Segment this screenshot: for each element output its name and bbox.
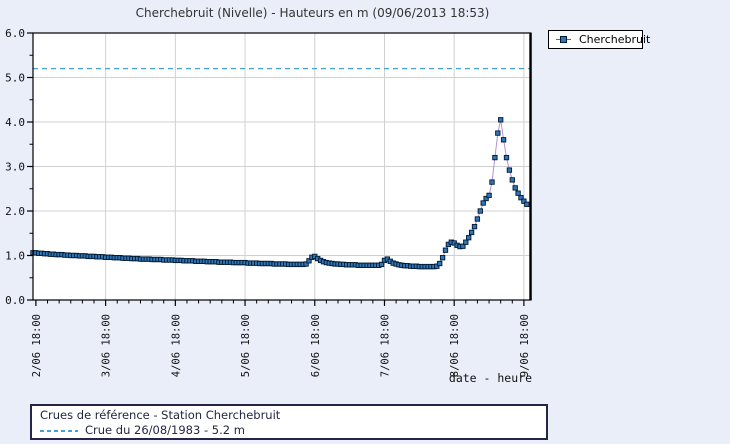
svg-text:5/06 18:00: 5/06 18:00 bbox=[240, 314, 252, 377]
svg-text:2/06 18:00: 2/06 18:00 bbox=[31, 314, 43, 377]
svg-text:7/06 18:00: 7/06 18:00 bbox=[379, 314, 391, 377]
svg-text:0.0: 0.0 bbox=[5, 294, 25, 307]
chart-title: Cherchebruit (Nivelle) - Hauteurs en m (… bbox=[135, 6, 490, 20]
legend-label: Cherchebruit bbox=[579, 33, 651, 46]
svg-text:4.0: 4.0 bbox=[5, 116, 25, 129]
svg-text:2.0: 2.0 bbox=[5, 205, 25, 218]
svg-text:3.0: 3.0 bbox=[5, 161, 25, 174]
svg-text:9/06 18:00: 9/06 18:00 bbox=[519, 314, 531, 377]
series-marker-icon bbox=[556, 35, 571, 44]
reference-box: Crues de référence - Station Cherchebrui… bbox=[30, 404, 548, 440]
chart-canvas: 0.0 1.0 2.0 3.0 4.0 5.0 6.0 2/06 18:00 3/06 18:0… bbox=[5, 27, 532, 377]
reference-line-label: Crue du 26/08/1983 - 5.2 m bbox=[85, 423, 245, 437]
svg-text:8/06 18:00: 8/06 18:00 bbox=[449, 314, 461, 377]
svg-text:6.0: 6.0 bbox=[5, 27, 25, 40]
svg-text:4/06 18:00: 4/06 18:00 bbox=[170, 314, 182, 377]
x-axis-title: date - heure bbox=[448, 371, 532, 385]
svg-text:1.0: 1.0 bbox=[5, 250, 25, 263]
svg-text:5.0: 5.0 bbox=[5, 72, 25, 85]
svg-text:6/06 18:00: 6/06 18:00 bbox=[310, 314, 322, 377]
legend-box: Cherchebruit bbox=[548, 30, 650, 49]
reference-line-entry: Crue du 26/08/1983 - 5.2 m bbox=[40, 423, 538, 438]
svg-text:3/06 18:00: 3/06 18:00 bbox=[101, 314, 113, 377]
reference-dash-icon bbox=[40, 429, 78, 432]
reference-box-title: Crues de référence - Station Cherchebrui… bbox=[40, 408, 281, 422]
